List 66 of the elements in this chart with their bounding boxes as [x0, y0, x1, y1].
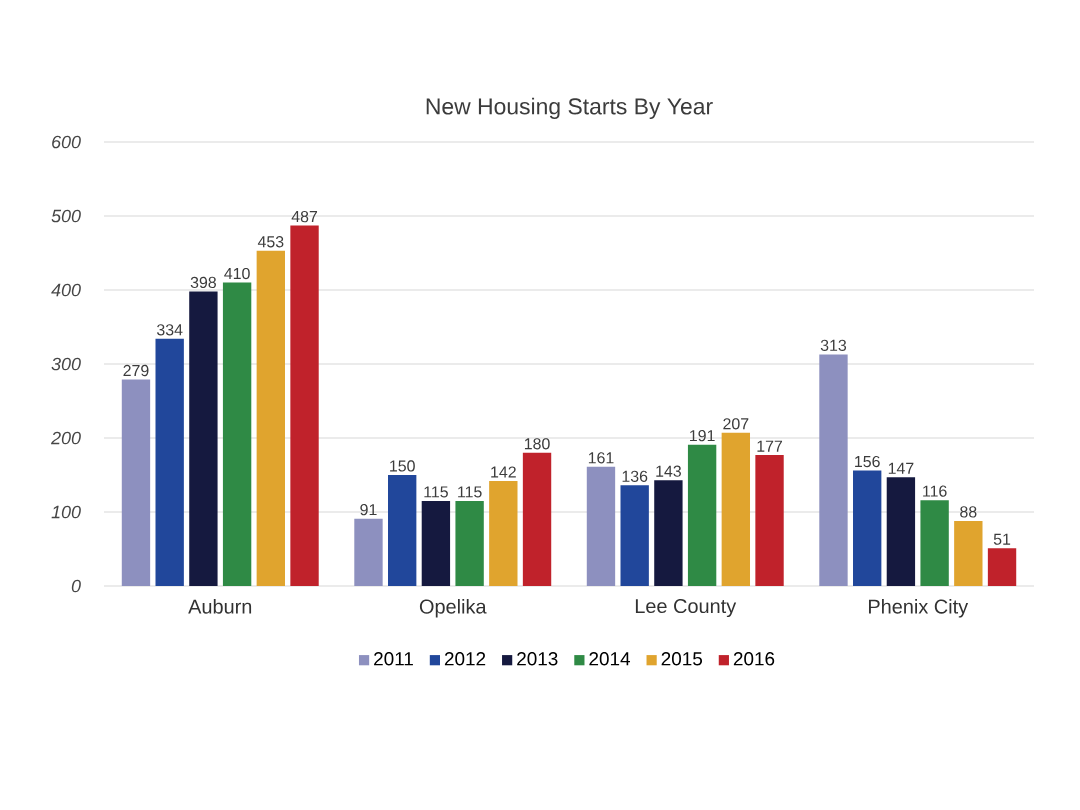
- bar: [421, 500, 451, 586]
- bar: [256, 250, 285, 586]
- bar: [654, 480, 683, 586]
- x-tick-label: Auburn: [188, 599, 252, 614]
- data-label: 91: [360, 503, 377, 516]
- y-tick-label: 200: [51, 431, 81, 445]
- x-tick-label: Phenix City: [868, 599, 969, 618]
- bar: [687, 444, 717, 586]
- bar: [455, 500, 484, 586]
- data-label: 191: [690, 429, 715, 442]
- legend-label: 2015: [661, 652, 703, 666]
- bar: [290, 225, 319, 586]
- data-label: 142: [491, 466, 516, 478]
- legend-label: 2016: [733, 652, 775, 666]
- data-label: 136: [622, 470, 648, 482]
- bar: [920, 500, 949, 586]
- x-tick-label: Lee County: [635, 599, 737, 618]
- bar: [819, 354, 848, 586]
- bar: [853, 470, 882, 586]
- data-label: 410: [224, 267, 250, 280]
- legend-label: 2014: [589, 652, 631, 666]
- data-label: 161: [588, 452, 614, 464]
- data-label: 88: [960, 506, 977, 518]
- data-label: 115: [458, 486, 482, 498]
- data-label: 156: [855, 455, 880, 468]
- x-tick-label: Opelika: [419, 599, 487, 618]
- bar: [586, 466, 616, 586]
- bar: [489, 480, 518, 586]
- bar: [155, 338, 184, 586]
- data-label: 487: [291, 210, 318, 223]
- bar: [620, 485, 649, 586]
- bar: [755, 455, 784, 586]
- bar: [987, 548, 1017, 586]
- y-tick-label: 500: [51, 209, 81, 223]
- legend-label: 2012: [444, 652, 486, 666]
- data-label: 334: [156, 324, 183, 336]
- legend-label: 2011: [374, 652, 413, 666]
- bar: [522, 452, 552, 586]
- bar: [189, 291, 218, 586]
- legend-label: 2013: [517, 652, 558, 666]
- data-label: 51: [993, 533, 1011, 545]
- data-label: 207: [723, 418, 749, 430]
- y-tick-label: 300: [51, 357, 81, 371]
- bar: [721, 432, 751, 586]
- data-label: 313: [820, 339, 847, 351]
- data-label: 398: [190, 276, 216, 289]
- data-label: 279: [123, 364, 149, 377]
- data-label: 116: [923, 485, 947, 497]
- y-tick-label: 0: [71, 579, 81, 593]
- data-label: 180: [524, 438, 550, 450]
- bar: [954, 520, 983, 586]
- y-tick-label: 100: [51, 505, 81, 519]
- y-tick-label: 600: [52, 135, 81, 149]
- y-tick-label: 400: [51, 283, 81, 297]
- bar: [222, 282, 252, 586]
- data-label: 150: [390, 460, 415, 472]
- bar: [886, 477, 916, 586]
- data-label: 177: [757, 440, 783, 452]
- bar: [388, 475, 417, 586]
- chart-title: New Housing Starts By Year: [426, 97, 713, 120]
- data-label: 147: [888, 462, 914, 474]
- bar: [121, 379, 151, 586]
- bar: [354, 518, 383, 586]
- data-label: 143: [656, 465, 681, 477]
- data-label: 453: [257, 236, 284, 248]
- data-label: 115: [424, 486, 448, 498]
